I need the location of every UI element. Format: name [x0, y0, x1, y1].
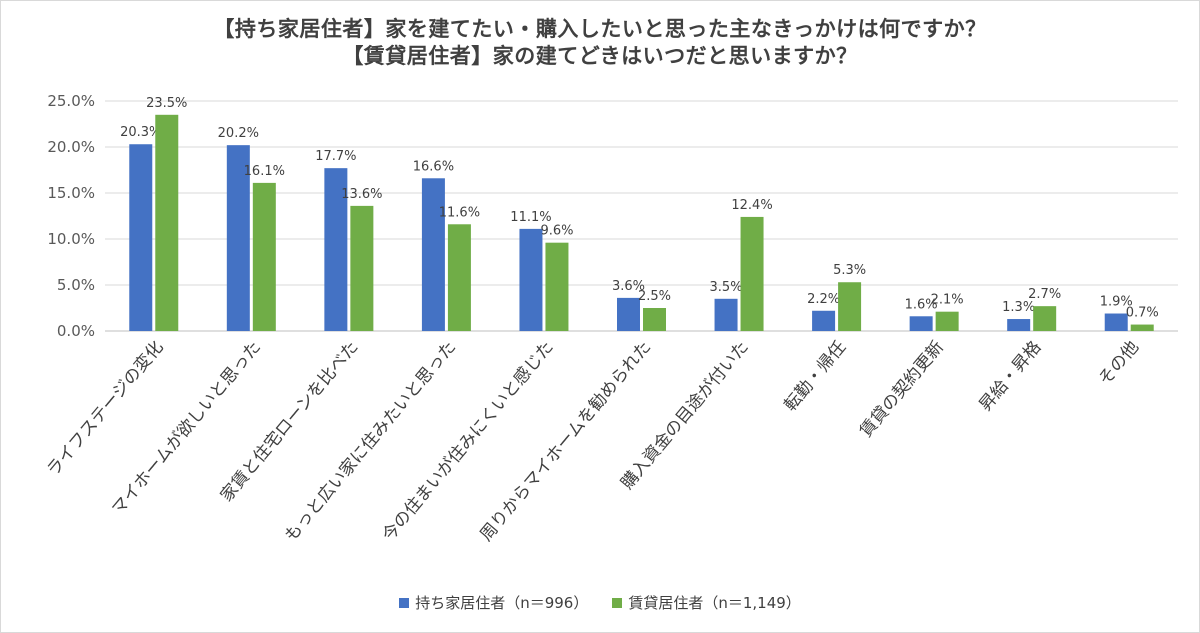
bar-renter-5 — [643, 308, 666, 331]
bar-renter-9 — [1033, 306, 1057, 331]
data-label-renter-5: 2.5% — [638, 289, 671, 304]
bar-owner-10 — [1104, 313, 1128, 331]
y-tick-label-5: 25.0% — [47, 92, 95, 110]
data-label-renter-10: 0.7% — [1126, 306, 1159, 321]
bar-owner-8 — [909, 316, 933, 331]
data-label-owner-3: 16.6% — [413, 159, 454, 174]
bar-renter-6 — [740, 216, 764, 331]
data-label-owner-10: 1.9% — [1100, 295, 1133, 310]
x-category-label-8: 賃貸の契約更新 — [856, 337, 948, 441]
data-label-renter-3: 11.6% — [439, 205, 480, 220]
bar-renter-7 — [838, 282, 862, 331]
data-label-renter-6: 12.4% — [731, 198, 772, 213]
x-category-label-3: もっと広い家に住みたいと思った — [281, 337, 460, 545]
data-label-renter-8: 2.1% — [931, 293, 964, 308]
data-label-owner-8: 1.6% — [905, 297, 938, 312]
bar-renter-8 — [935, 311, 959, 331]
chart-title: 【持ち家居住者】家を建てたい・購入したいと思った主なきっかけは何ですか？ 【賃貸… — [0, 16, 1200, 70]
data-label-owner-9: 1.3% — [1002, 300, 1035, 315]
y-tick-label-1: 5.0% — [57, 276, 95, 294]
legend: 持ち家居住者（n＝996） 賃貸居住者（n＝1,149） — [0, 592, 1200, 613]
data-label-renter-0: 23.5% — [146, 96, 187, 111]
data-label-owner-6: 3.5% — [710, 280, 743, 295]
data-label-renter-1: 16.1% — [244, 164, 285, 179]
data-label-renter-7: 5.3% — [833, 263, 866, 278]
bar-owner-7 — [812, 310, 836, 331]
data-label-renter-4: 9.6% — [540, 224, 573, 239]
chart-title-line-2: 【賃貸居住者】家の建てどきはいつだと思いますか？ — [342, 44, 858, 68]
legend-swatch-owner — [399, 597, 410, 608]
x-category-label-4: 今の住まいが住みにくいと感じた — [379, 337, 558, 545]
data-label-owner-5: 3.6% — [612, 279, 645, 294]
data-label-owner-2: 17.7% — [315, 149, 356, 164]
bar-owner-1 — [226, 145, 250, 331]
bar-renter-1 — [252, 182, 276, 331]
legend-label-renter: 賃貸居住者（n＝1,149） — [628, 594, 801, 612]
y-tick-label-2: 10.0% — [47, 230, 95, 248]
y-tick-label-4: 20.0% — [47, 138, 95, 156]
data-label-renter-2: 13.6% — [341, 187, 382, 202]
legend-label-owner: 持ち家居住者（n＝996） — [415, 594, 589, 612]
legend-item-owner: 持ち家居住者（n＝996） — [399, 592, 588, 613]
bar-owner-4 — [519, 228, 543, 331]
data-label-owner-7: 2.2% — [807, 292, 840, 307]
chart-title-line-1: 【持ち家居住者】家を建てたい・購入したいと思った主なきっかけは何ですか？ — [213, 17, 987, 41]
bar-owner-9 — [1007, 319, 1031, 331]
data-label-owner-1: 20.2% — [218, 126, 259, 141]
x-category-label-5: 周りからマイホームを勧められた — [476, 337, 655, 545]
y-tick-label-0: 0.0% — [57, 322, 95, 340]
bar-renter-3 — [447, 224, 471, 331]
bar-owner-3 — [421, 178, 445, 331]
legend-swatch-renter — [612, 597, 623, 608]
x-category-label-10: その他 — [1095, 337, 1143, 389]
bar-owner-2 — [324, 168, 348, 331]
bar-owner-6 — [714, 298, 738, 331]
y-tick-label-3: 15.0% — [47, 184, 95, 202]
bar-owner-5 — [617, 297, 640, 331]
bar-owner-0 — [129, 144, 153, 331]
bar-renter-0 — [155, 114, 179, 331]
data-label-owner-0: 20.3% — [120, 125, 161, 140]
x-category-label-7: 転勤・帰任 — [780, 337, 850, 415]
data-label-renter-9: 2.7% — [1028, 287, 1061, 302]
legend-item-renter: 賃貸居住者（n＝1,149） — [612, 592, 801, 613]
x-category-label-9: 昇給・昇格 — [976, 337, 1046, 415]
data-label-owner-4: 11.1% — [510, 210, 551, 225]
bar-renter-4 — [545, 242, 569, 331]
bar-renter-2 — [350, 205, 374, 331]
bar-renter-10 — [1130, 324, 1154, 331]
